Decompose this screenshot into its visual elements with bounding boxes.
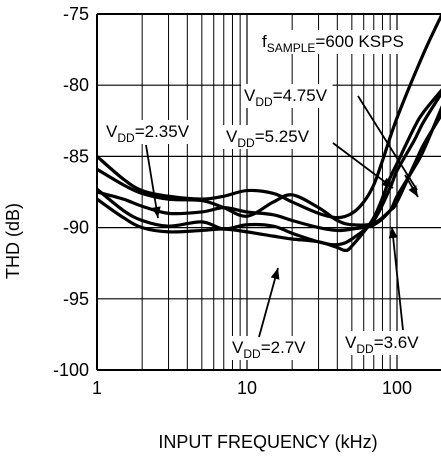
y-tick-label: -85 [63, 146, 89, 166]
label-vdd-2-35-bg [103, 120, 195, 144]
arrow-vdd-3-6-head [388, 227, 398, 239]
series-line-5 [97, 88, 441, 252]
arrow-vdd-3-6 [388, 226, 404, 331]
arrow-vdd-5-25 [332, 142, 394, 189]
leader-vdd-4-75 [357, 95, 418, 191]
series-line-1 [97, 14, 441, 220]
arrow-vdd-2-7-head [270, 268, 280, 280]
label-vdd-2-35-text: VDD=2.35V [106, 122, 190, 145]
tick-labels: -100 -95 -90 -85 -80 -75 1 10 100 [53, 4, 412, 398]
x-tick-label: 100 [382, 378, 412, 398]
arrow-vdd-2-35 [145, 144, 161, 219]
label-vdd-3-6-bg [342, 331, 424, 355]
condition-label: fSAMPLE=600 KSPS [259, 30, 416, 55]
arrow-vdd-4-75-head [408, 185, 418, 197]
x-axis-title: INPUT FREQUENCY (kHz) [158, 432, 377, 452]
y-tick-label: -90 [63, 218, 89, 238]
condition-label-text: fSAMPLE=600 KSPS [262, 32, 404, 55]
label-vdd-4-75-bg [241, 84, 333, 108]
arrow-vdd-2-7 [258, 267, 280, 338]
label-vdd-4-75-text: VDD=4.75V [244, 86, 328, 109]
label-vdd-4-75: VDD=4.75V [241, 84, 333, 109]
series-line-2 [97, 112, 441, 227]
arrow-vdd-2-7-shaft [258, 267, 279, 338]
label-vdd-5-25-bg [223, 125, 315, 149]
label-vdd-2-35: VDD=2.35V [103, 120, 195, 145]
series-lines [97, 14, 441, 252]
series-line-3 [97, 105, 441, 233]
y-tick-label: -80 [63, 75, 89, 95]
arrow-vdd-5-25-shaft [332, 142, 394, 189]
label-vdd-2-7-text: VDD=2.7V [232, 338, 306, 361]
plot-frame [96, 13, 441, 371]
label-vdd-3-6: VDD=3.6V [342, 331, 424, 356]
x-tick-label: 10 [237, 378, 257, 398]
label-vdd-5-25-text: VDD=5.25V [226, 127, 310, 150]
y-tick-label: -95 [63, 289, 89, 309]
arrow-vdd-2-35-shaft [145, 144, 159, 219]
y-tick-label: -100 [53, 360, 89, 380]
arrow-vdd-4-75 [404, 174, 419, 198]
y-axis-title: THD (dB) [3, 203, 23, 279]
y-tick-label: -75 [63, 4, 89, 24]
arrow-vdd-2-35-head [151, 206, 161, 218]
label-vdd-5-25: VDD=5.25V [223, 125, 315, 150]
annotations: fSAMPLE=600 KSPS VDD=4.75V VDD=5.25V VDD=2.… [103, 30, 424, 361]
x-tick-label: 1 [92, 378, 102, 398]
label-vdd-3-6-text: VDD=3.6V [345, 333, 419, 356]
arrow-vdd-5-25-head [381, 177, 393, 188]
condition-label-bg [259, 30, 416, 54]
label-vdd-2-7-bg [229, 336, 311, 360]
grid [97, 14, 441, 370]
series-line-4 [97, 91, 441, 247]
label-vdd-2-7: VDD=2.7V [229, 336, 311, 361]
arrow-vdd-3-6-shaft [391, 226, 404, 331]
